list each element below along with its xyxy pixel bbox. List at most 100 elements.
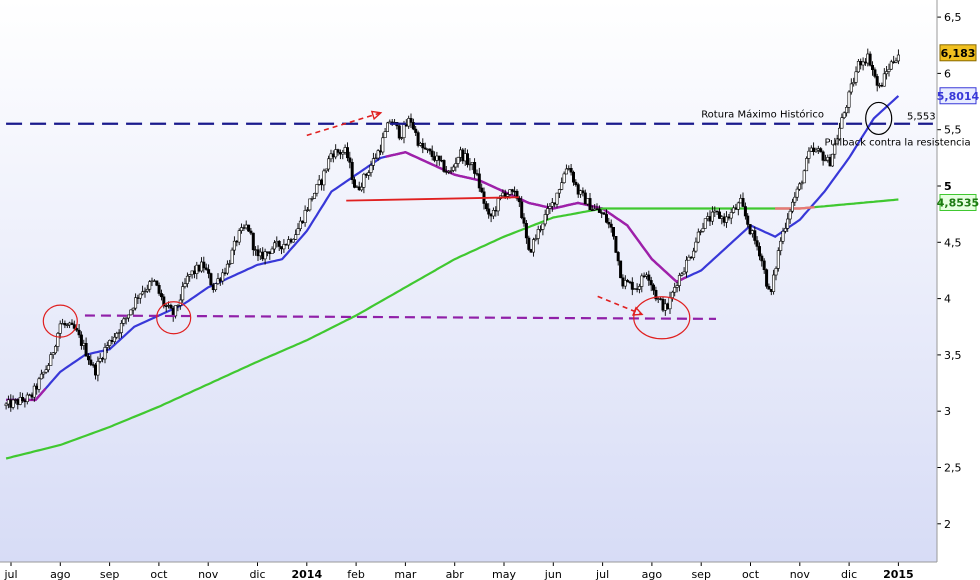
candle-body bbox=[581, 190, 585, 194]
candle-body bbox=[830, 153, 834, 167]
candle-body bbox=[315, 184, 319, 194]
candle-body bbox=[348, 157, 352, 163]
candle-body bbox=[374, 157, 378, 160]
candle-body bbox=[640, 275, 644, 287]
candle-body bbox=[524, 223, 528, 239]
candle-body bbox=[136, 297, 140, 299]
candle-body bbox=[338, 152, 342, 155]
candle-body bbox=[87, 355, 91, 361]
candle-body bbox=[833, 143, 837, 155]
candle-body bbox=[96, 361, 100, 376]
candle-body bbox=[127, 314, 131, 319]
candle-body bbox=[571, 171, 575, 183]
candle-body bbox=[607, 222, 611, 225]
candle-body bbox=[188, 274, 192, 277]
x-tick-label: dic bbox=[249, 568, 265, 580]
candle-body bbox=[390, 121, 394, 124]
candle-body bbox=[228, 263, 232, 265]
candle-body bbox=[574, 181, 578, 185]
series-slow-average bbox=[5, 198, 899, 460]
candle-body bbox=[70, 322, 74, 325]
candle-body bbox=[531, 239, 535, 253]
arrow-head bbox=[370, 110, 383, 121]
candle-body bbox=[442, 160, 446, 172]
candle-body bbox=[734, 207, 738, 210]
candle-body bbox=[480, 187, 484, 193]
candle-body bbox=[6, 399, 10, 405]
candle-body bbox=[334, 149, 338, 158]
candle-body bbox=[223, 272, 227, 274]
candle-body bbox=[225, 263, 229, 274]
candle-body bbox=[590, 209, 594, 211]
x-tick-label: dic bbox=[841, 568, 857, 580]
candle-body bbox=[25, 394, 29, 402]
candle-body bbox=[543, 214, 547, 225]
candle-body bbox=[823, 159, 827, 162]
candle-body bbox=[51, 352, 55, 355]
candle-body bbox=[870, 65, 874, 71]
candle-body bbox=[84, 342, 88, 357]
candle-body bbox=[600, 212, 604, 214]
candle-body bbox=[487, 208, 491, 215]
y-tick-label: 6 bbox=[944, 67, 951, 80]
candle-body bbox=[703, 218, 707, 229]
candle-body bbox=[160, 293, 164, 298]
candle-body bbox=[588, 198, 592, 211]
x-tick-label: sep bbox=[691, 568, 710, 580]
candle-body bbox=[155, 280, 159, 286]
candle-body bbox=[828, 157, 832, 167]
candle-body bbox=[873, 69, 877, 77]
candle-body bbox=[503, 192, 507, 197]
candle-body bbox=[767, 286, 771, 290]
candle-body bbox=[221, 272, 225, 282]
candle-body bbox=[659, 298, 663, 300]
candle-body bbox=[185, 275, 189, 284]
candle-body bbox=[119, 322, 123, 333]
x-axis-background bbox=[0, 562, 937, 580]
candle-body bbox=[108, 339, 112, 346]
candle-body bbox=[134, 297, 138, 309]
candle-body bbox=[287, 239, 291, 246]
candle-body bbox=[536, 229, 540, 239]
slow-average-value-label: 4,8535 bbox=[937, 196, 979, 209]
candle-body bbox=[322, 170, 326, 186]
candle-body bbox=[37, 378, 41, 390]
candle-body bbox=[282, 244, 286, 250]
candle-body bbox=[670, 291, 674, 298]
candle-body bbox=[668, 297, 672, 310]
candle-body bbox=[819, 148, 823, 153]
candle-body bbox=[381, 137, 385, 153]
arrow-line bbox=[306, 112, 381, 137]
candle-body bbox=[397, 125, 401, 139]
candle-body bbox=[312, 193, 316, 199]
candle-body bbox=[435, 155, 439, 161]
candle-body bbox=[331, 153, 335, 158]
annotation-rotura: Rotura Máximo Histórico bbox=[701, 108, 824, 120]
candle-body bbox=[350, 162, 354, 181]
candle-body bbox=[611, 227, 615, 237]
candle-body bbox=[449, 170, 453, 172]
candle-body bbox=[32, 385, 36, 398]
candle-body bbox=[465, 153, 469, 165]
candle-body bbox=[746, 215, 750, 225]
candle-body bbox=[880, 85, 884, 87]
candle-body bbox=[541, 223, 545, 230]
candle-body bbox=[131, 307, 135, 311]
candle-body bbox=[710, 211, 714, 222]
candle-body bbox=[626, 280, 630, 283]
candle-body bbox=[235, 240, 239, 243]
candle-body bbox=[94, 364, 98, 376]
candle-body bbox=[550, 202, 554, 207]
candle-body bbox=[795, 188, 799, 198]
candle-body bbox=[56, 333, 60, 347]
x-tick-label: ago bbox=[50, 568, 71, 580]
series-slow-average-segment bbox=[775, 206, 815, 210]
candle-body bbox=[856, 60, 860, 73]
candle-body bbox=[440, 160, 444, 162]
candle-body bbox=[569, 168, 573, 173]
x-tick-label: oct bbox=[742, 568, 760, 580]
candle-body bbox=[425, 148, 429, 151]
candle-body bbox=[484, 203, 488, 210]
candle-body bbox=[863, 61, 867, 64]
candle-body bbox=[167, 304, 171, 307]
